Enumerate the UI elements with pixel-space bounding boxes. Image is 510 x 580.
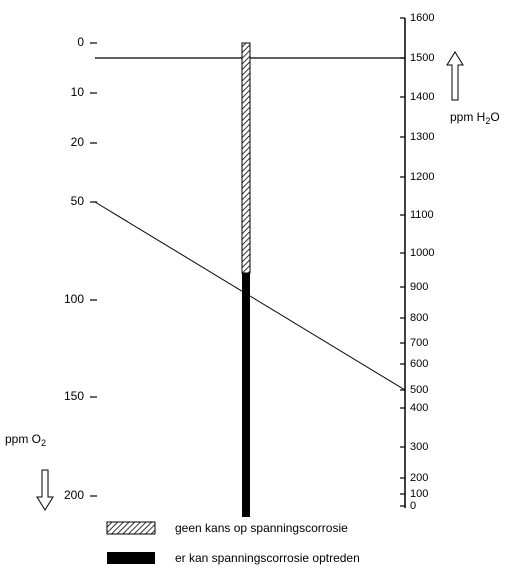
right-tick-label: 800 <box>410 312 428 324</box>
left-tick-label: 20 <box>71 135 85 149</box>
down-arrow <box>36 469 54 511</box>
right-tick-label: 100 <box>410 488 428 500</box>
right-tick-label: 200 <box>410 472 428 484</box>
left-tick-label: 200 <box>64 488 84 502</box>
right-tick-label: 1000 <box>410 247 434 259</box>
right-tick-label: 1300 <box>410 131 434 143</box>
right-tick-label: 1600 <box>410 12 434 24</box>
right-tick-label: 0 <box>410 500 416 512</box>
up-arrow <box>446 51 464 101</box>
left-axis-label: ppm O2 <box>5 432 46 448</box>
right-tick-label: 700 <box>410 337 428 349</box>
right-tick-label: 1500 <box>410 52 434 64</box>
right-axis-label: ppm H2O <box>450 110 500 126</box>
left-tick-label: 10 <box>71 85 85 99</box>
left-tick-label: 100 <box>64 292 84 306</box>
legend-swatch-hatched <box>106 521 156 535</box>
hatched-bar <box>241 42 251 274</box>
left-tick-label: 50 <box>71 194 85 208</box>
right-tick-label: 900 <box>410 281 428 293</box>
right-tick-label: 1100 <box>410 209 434 221</box>
legend-swatch-solid <box>107 552 155 564</box>
right-tick-label: 400 <box>410 402 428 414</box>
legend-text: er kan spanningscorrosie optreden <box>175 551 360 565</box>
left-tick-label: 150 <box>64 389 84 403</box>
right-tick-label: 1200 <box>410 171 434 183</box>
right-tick-label: 1400 <box>410 91 434 103</box>
right-tick-label: 600 <box>410 358 428 370</box>
right-tick-label: 500 <box>410 384 428 396</box>
solid-bar <box>242 273 250 517</box>
right-tick-label: 300 <box>410 441 428 453</box>
left-tick-label: 0 <box>77 35 84 49</box>
legend-text: geen kans op spanningscorrosie <box>175 521 348 535</box>
